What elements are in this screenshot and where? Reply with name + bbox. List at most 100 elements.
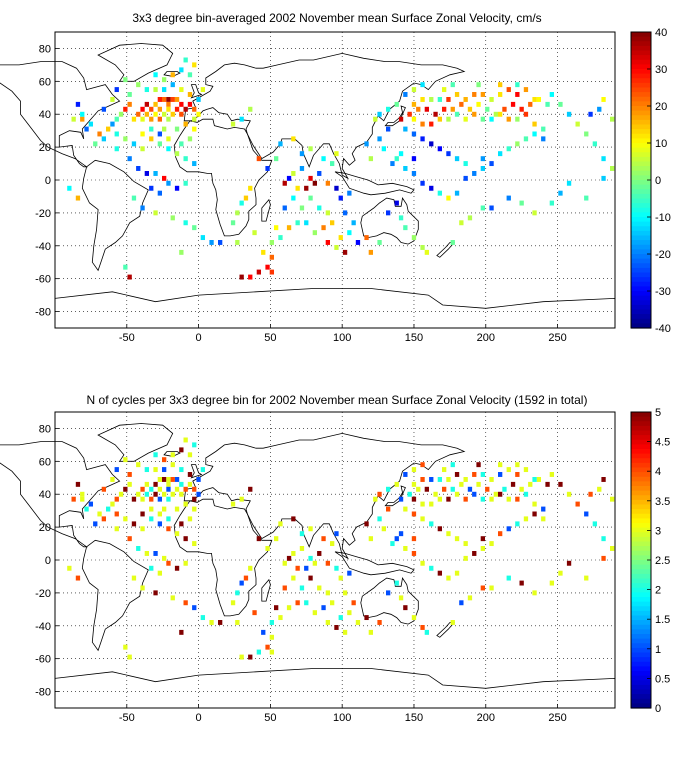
velocity-cell: [403, 166, 408, 171]
count-cells: [67, 437, 615, 660]
count-cell: [106, 506, 111, 512]
velocity-cell: [243, 195, 249, 201]
colorbar-segment: [631, 416, 651, 422]
colorbar-tick-label: 30: [655, 64, 667, 76]
velocity-cell: [515, 116, 520, 122]
count-cell: [321, 605, 326, 611]
colorbar-segment: [631, 610, 651, 617]
velocity-cell: [170, 215, 175, 221]
coastline: [334, 171, 415, 196]
colorbar-segment: [631, 439, 651, 445]
velocity-cell: [261, 249, 266, 255]
velocity-cell: [183, 156, 188, 162]
count-cell: [429, 477, 434, 482]
count-cell: [136, 462, 141, 468]
count-cell: [110, 477, 115, 482]
coastline: [173, 498, 273, 617]
velocity-cell: [304, 220, 309, 226]
count-cell: [127, 536, 132, 542]
colorbar-segment: [631, 647, 651, 654]
velocity-cell: [480, 205, 486, 211]
count-cell: [157, 511, 163, 517]
count-cell: [566, 560, 572, 566]
velocity-cell: [437, 190, 443, 196]
velocity-cell: [446, 116, 451, 122]
colorbar-segment: [631, 82, 651, 89]
count-cell: [429, 521, 434, 527]
velocity-cell: [480, 166, 486, 171]
velocity-cell: [308, 175, 313, 181]
count-cell: [325, 560, 331, 566]
coastline: [0, 441, 121, 548]
count-cell: [127, 481, 132, 487]
velocity-cell: [157, 190, 163, 196]
velocity-cell: [424, 249, 430, 255]
velocity-cell: [523, 111, 529, 117]
count-cell: [398, 595, 404, 601]
velocity-cell: [256, 269, 262, 275]
count-cell: [463, 541, 468, 547]
count-cell: [545, 481, 550, 487]
count-cell: [170, 462, 175, 468]
count-cell: [174, 506, 180, 512]
velocity-cell: [450, 240, 455, 245]
velocity-cell: [230, 121, 236, 127]
velocity-cell: [299, 151, 305, 157]
colorbar-segment: [631, 175, 651, 181]
colorbar-segment: [631, 235, 651, 241]
count-cell: [75, 575, 81, 581]
velocity-cell: [610, 116, 615, 122]
velocity-cell: [291, 171, 296, 176]
count-cell: [312, 560, 318, 566]
velocity-cell: [584, 195, 589, 201]
velocity-cell: [541, 126, 546, 132]
velocity-cell: [472, 171, 477, 176]
velocity-cell: [472, 111, 477, 117]
count-cell: [480, 536, 486, 542]
count-cell: [334, 531, 339, 537]
velocity-cell: [498, 151, 503, 157]
velocity-cell: [386, 210, 391, 216]
count-cell: [386, 506, 391, 512]
count-cell: [248, 565, 253, 571]
count-cell: [218, 620, 223, 625]
count-cell: [325, 620, 331, 625]
velocity-cell: [183, 106, 188, 112]
velocity-cell: [166, 146, 171, 152]
count-cell: [131, 575, 137, 581]
velocity-cell: [610, 166, 615, 171]
velocity-cells: [67, 57, 615, 280]
count-cell: [183, 437, 188, 443]
count-cell: [196, 491, 201, 497]
count-cell: [187, 452, 193, 458]
count-cell: [592, 521, 598, 527]
colorbar-tick-label: -20: [655, 249, 671, 261]
count-cell: [584, 575, 589, 581]
count-cell: [390, 541, 395, 547]
velocity-cell: [342, 249, 348, 255]
count-cell: [274, 536, 279, 542]
count-cell: [558, 481, 563, 487]
velocity-cell: [420, 97, 425, 102]
colorbar-segment: [631, 115, 651, 121]
count-cell: [149, 516, 154, 522]
count-cell: [127, 472, 132, 477]
colorbar-segment: [631, 73, 651, 79]
velocity-cell: [200, 87, 206, 93]
colorbar-segment: [631, 546, 651, 552]
count-cell: [446, 496, 451, 502]
count-cell: [476, 481, 481, 487]
colorbar-segment: [631, 272, 651, 278]
velocity-cell: [192, 225, 197, 231]
panel-velocity: 3x3 degree bin-averaged 2002 November me…: [0, 11, 671, 344]
velocity-cell: [153, 87, 158, 93]
count-cell: [398, 531, 404, 537]
colorbar-2: 5 4.5 4 3.5 3 2.5 2 1.5 1 0.5 0: [630, 407, 670, 715]
velocity-cell: [218, 240, 223, 245]
velocity-cell: [480, 92, 486, 97]
colorbar-tick-label: 4.5: [655, 437, 670, 449]
velocity-cell: [480, 156, 486, 162]
velocity-cell: [183, 121, 188, 127]
count-cell: [498, 462, 503, 468]
